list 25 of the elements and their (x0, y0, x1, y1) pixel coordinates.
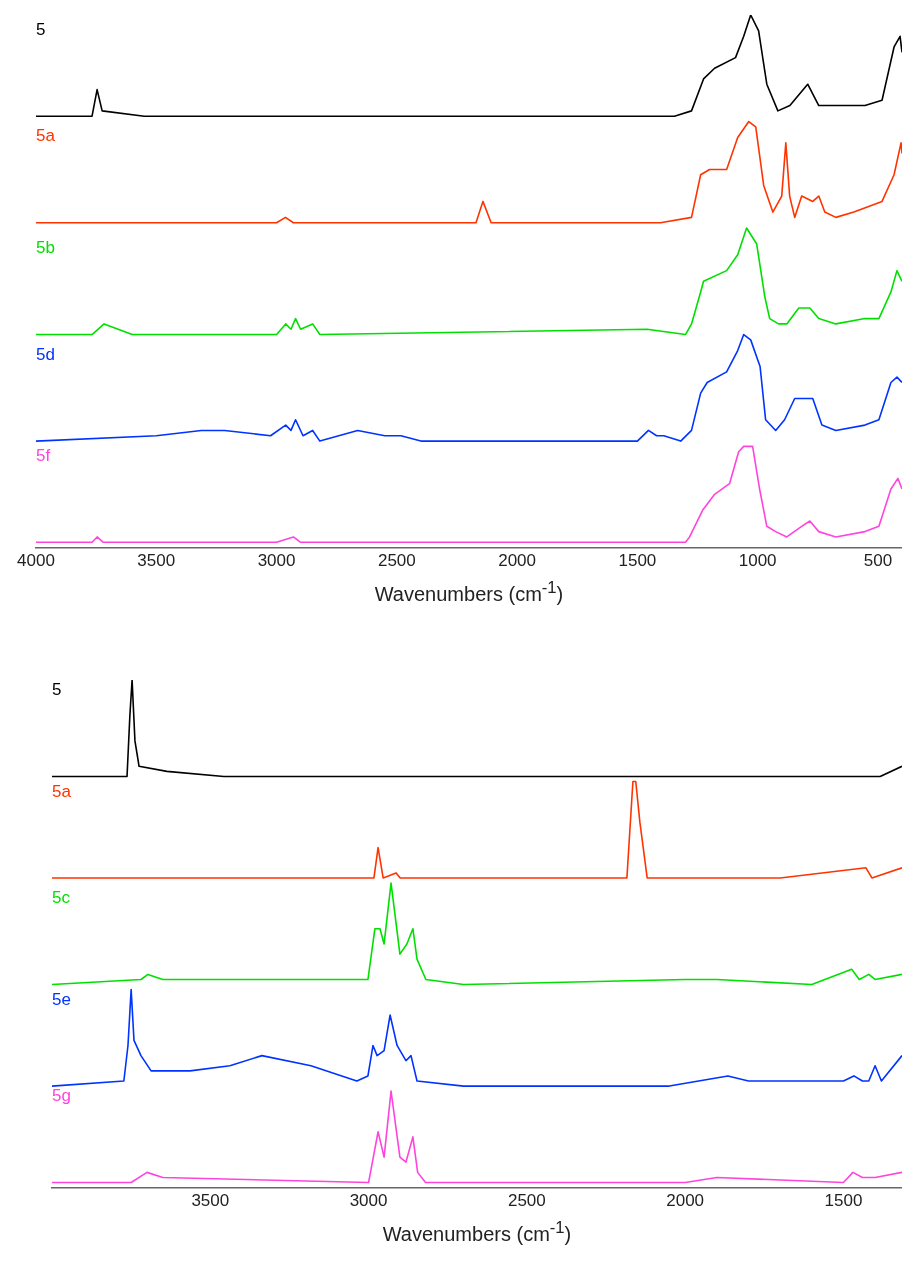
x-tick-label: 2500 (507, 1191, 546, 1211)
x-tick-label: 1500 (824, 1191, 863, 1211)
x-tick-label: 3000 (349, 1191, 388, 1211)
x-tick-label: 2000 (498, 551, 537, 571)
x-tick-label: 2000 (666, 1191, 705, 1211)
x-axis-title: Wavenumbers (cm$^{-1}$) (381, 1217, 573, 1246)
x-tick-label: 3500 (137, 551, 176, 571)
x-tick-label: 3000 (257, 551, 296, 571)
x-tick-label: 1000 (738, 551, 777, 571)
x-tick-label: 4000 (17, 551, 55, 571)
text: 5e (52, 989, 71, 1009)
text: 5 (52, 679, 62, 699)
text: 5a (36, 126, 56, 146)
text: 5a (52, 781, 72, 801)
x-tick-label: 500 (863, 551, 893, 571)
text: 5f (36, 445, 51, 465)
text: 5c (52, 887, 71, 907)
x-tick-label: 1500 (618, 551, 657, 571)
x-axis-title: Wavenumbers (cm$^{-1}$) (373, 578, 565, 606)
x-tick-label: 3500 (191, 1191, 230, 1211)
text: 5b (36, 238, 55, 258)
x-tick-label: 2500 (377, 551, 416, 571)
text: 5 (36, 19, 46, 39)
text: 5g (52, 1085, 71, 1105)
text: 5d (36, 344, 55, 364)
